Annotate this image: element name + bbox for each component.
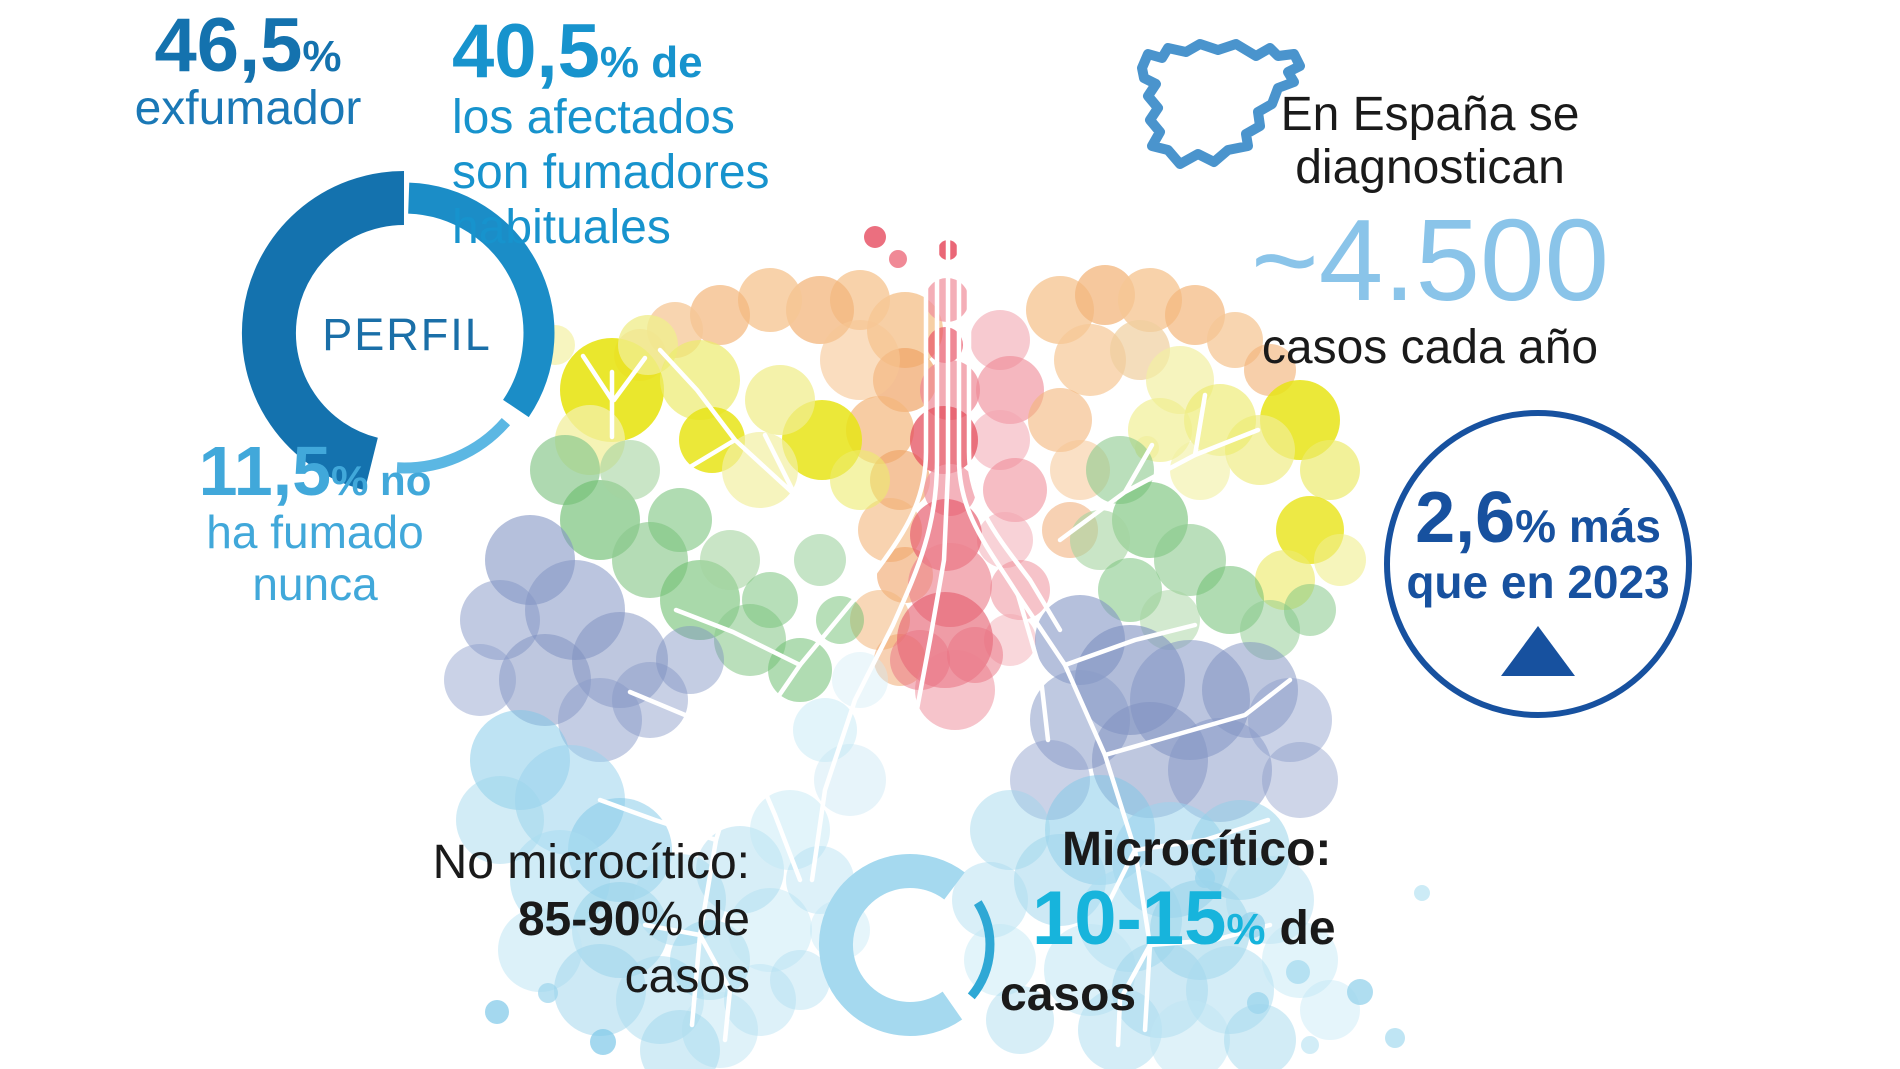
micro-line3: casos <box>1000 968 1137 1021</box>
increase-badge-content: 2,6% más que en 2023 <box>1390 416 1686 676</box>
micro-range: 10-15 <box>1032 876 1227 961</box>
increase-suffix: % más <box>1515 500 1661 552</box>
stat-nunca-percent: % no <box>331 457 432 504</box>
left-lung-circles <box>444 268 943 1069</box>
perfil-slice-fumadores <box>407 182 555 418</box>
stat-fumadores-line2: los afectados <box>452 91 735 144</box>
stat-fumadores-value: 40,5% de <box>452 14 832 90</box>
type-slice-no-microcitico <box>818 854 965 1036</box>
perfil-donut-chart <box>241 171 555 491</box>
up-triangle-icon <box>1501 626 1575 676</box>
stat-fumadores-line3: son fumadores <box>452 146 770 199</box>
spain-map-icon <box>1137 39 1305 169</box>
no-micro-line3: casos <box>624 950 750 1003</box>
type-donut-chart <box>818 854 995 1036</box>
stat-exfumador-label: exfumador <box>134 82 362 135</box>
stat-fumadores-percent: % de <box>599 38 703 87</box>
perfil-chart-title: PERFIL <box>322 309 492 360</box>
spain-line2: diagnostican <box>1295 141 1565 194</box>
spain-cases-number: ~4.500 <box>1250 195 1610 325</box>
micro-percent: % <box>1226 905 1266 954</box>
increase-badge-value: 2,6% más <box>1390 482 1686 554</box>
spain-line1: En España se <box>1280 88 1580 141</box>
spain-diagnosis-stat: En España se diagnostican ~4.500 casos c… <box>1175 88 1685 375</box>
stat-no-microcitico: No microcítico: 85-90% de casos <box>330 834 750 1005</box>
no-micro-line2: 85-90% de <box>330 891 750 948</box>
stat-fumadores-number: 40,5 <box>452 9 600 94</box>
bronchi-branches <box>580 209 1293 1048</box>
increase-line2: que en 2023 <box>1406 556 1670 608</box>
stat-exfumador-percent: % <box>302 32 342 81</box>
stat-fumadores-line4: habituales <box>452 201 671 254</box>
no-micro-line1: No microcítico: <box>432 836 750 889</box>
stat-exfumador: 46,5% exfumador <box>98 8 398 134</box>
type-slice-microcitico <box>967 900 995 1000</box>
stat-nunca-value: 11,5% no <box>160 436 470 506</box>
stat-microcitico: Microcítico: 10-15% de casos <box>1000 822 1336 1022</box>
scatter-dots <box>485 868 1430 1055</box>
no-micro-suffix: % de <box>640 893 750 946</box>
stat-fumadores: 40,5% de los afectados son fumadores hab… <box>452 14 832 255</box>
perfil-slice-exfumador <box>241 171 405 491</box>
micro-title: Microcítico: <box>1062 823 1332 876</box>
increase-number: 2,6 <box>1415 478 1516 558</box>
micro-line2: 10-15% de <box>1032 881 1336 957</box>
stat-nunca-line2: ha fumado <box>206 506 424 558</box>
no-micro-range: 85-90 <box>517 893 641 946</box>
spain-cases-caption: casos cada año <box>1261 321 1599 374</box>
stat-exfumador-number: 46,5 <box>154 3 303 88</box>
stat-nunca: 11,5% no ha fumado nunca <box>160 436 470 610</box>
increase-badge: 2,6% más que en 2023 <box>1384 410 1692 718</box>
perfil-slice-nunca <box>396 417 511 474</box>
stat-exfumador-value: 46,5% <box>98 8 398 84</box>
stat-nunca-number: 11,5 <box>198 432 332 510</box>
micro-suffix: de <box>1279 902 1336 955</box>
stat-nunca-line3: nunca <box>252 558 378 610</box>
